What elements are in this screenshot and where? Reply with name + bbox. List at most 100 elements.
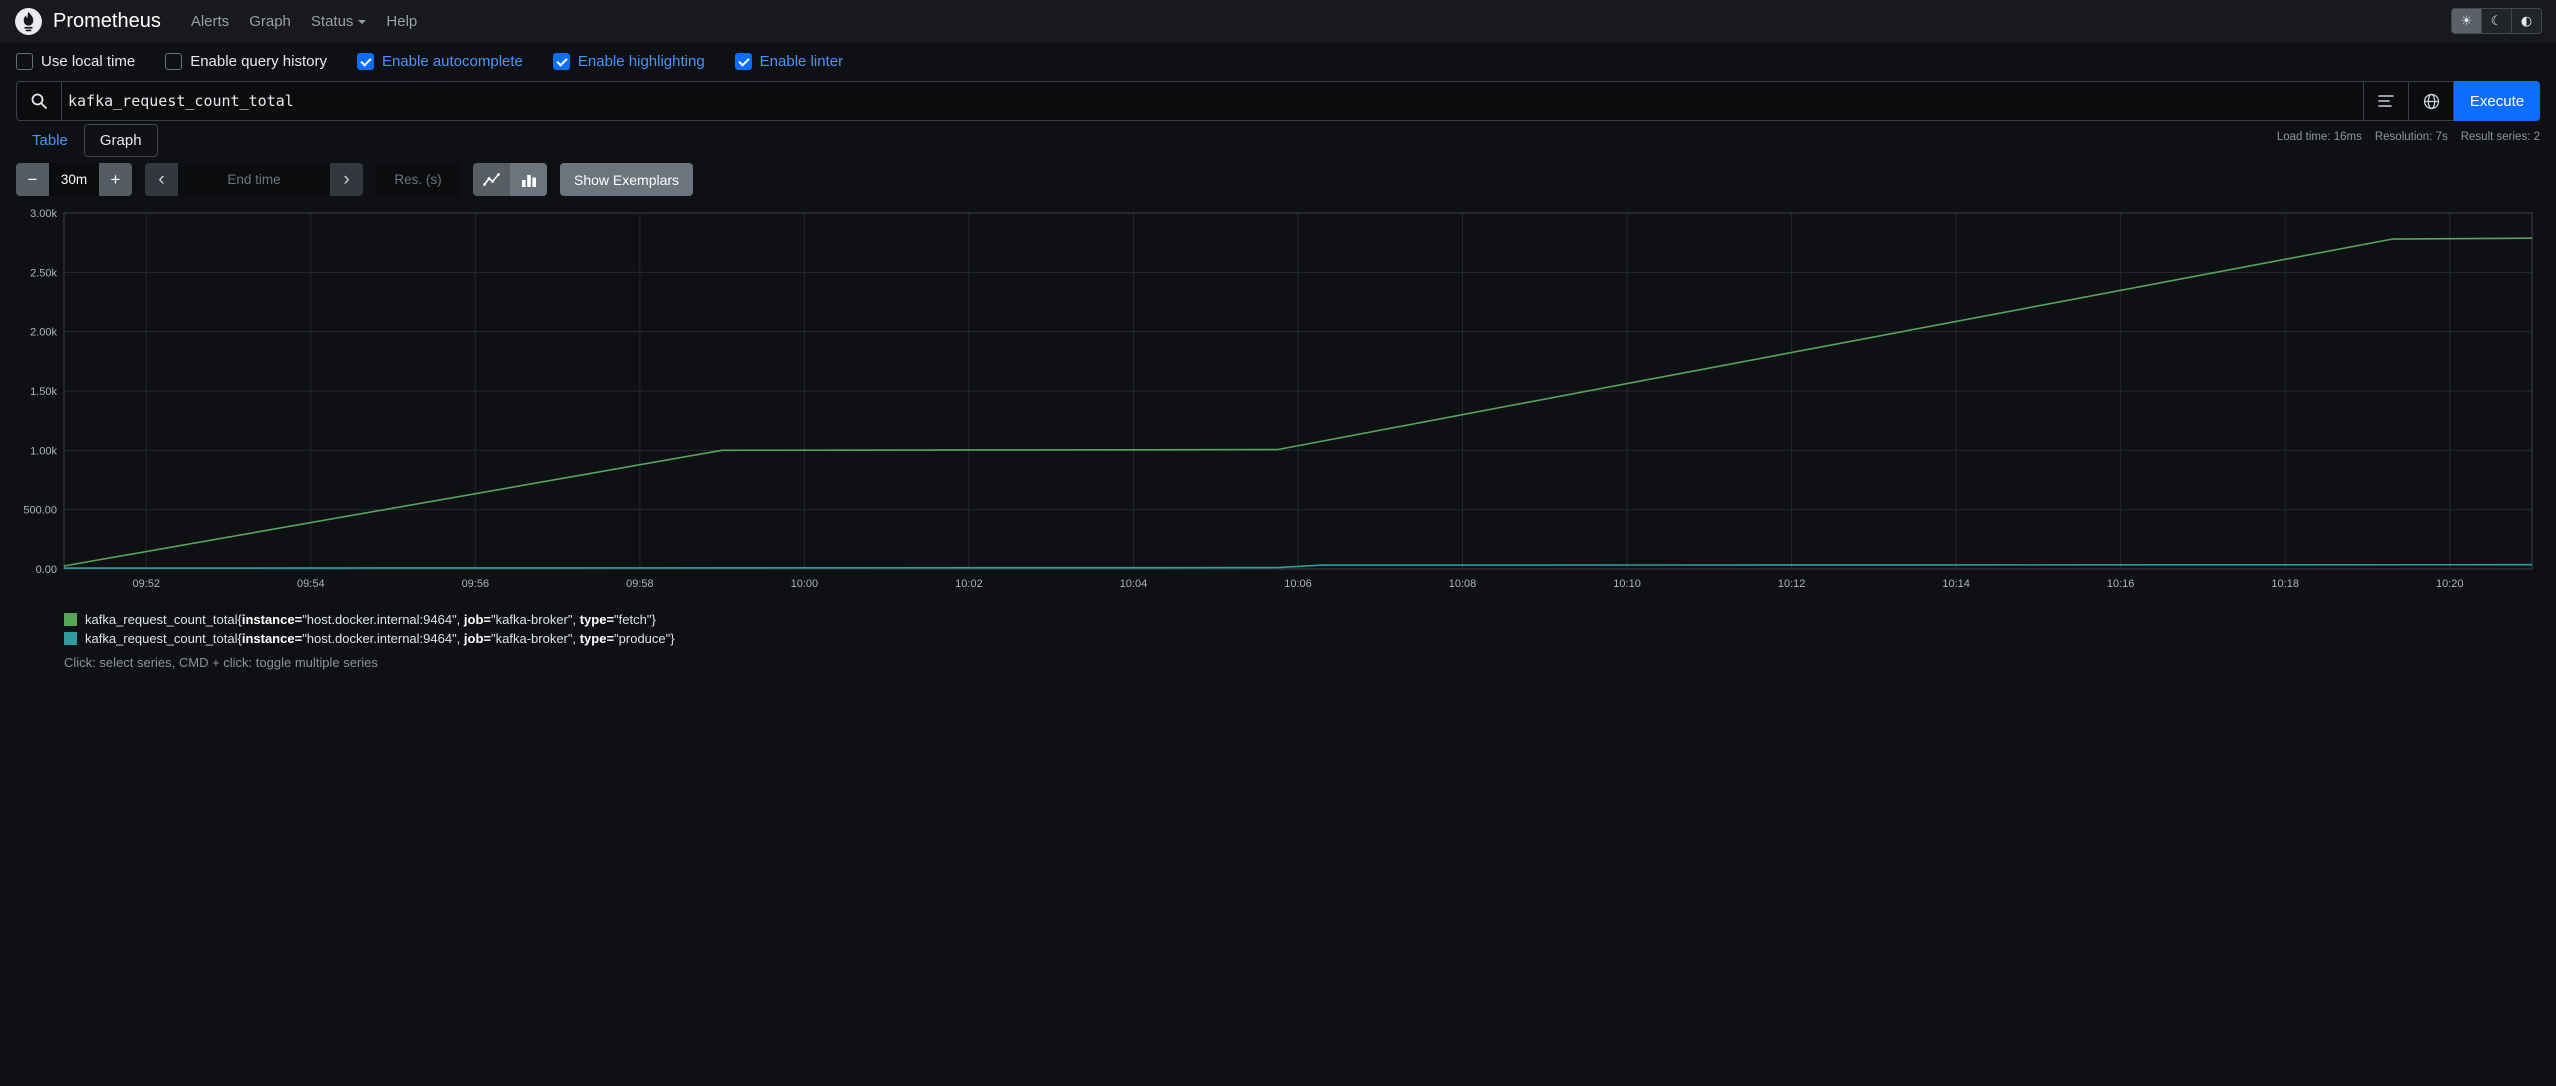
sun-icon: ☀ (2460, 13, 2473, 29)
graph-controls: − + ‹ › Show Exemplars (0, 157, 2556, 196)
y-tick-label: 2.50k (30, 267, 57, 279)
line-chart-icon (483, 173, 500, 186)
x-tick-label: 10:20 (2436, 578, 2464, 590)
navbar: Prometheus Alerts Graph Status Help ☀ ☾ ◐ (0, 0, 2556, 42)
line-graph-toggle[interactable] (473, 163, 510, 196)
checkbox-label: Use local time (41, 53, 136, 70)
checkbox-label: Enable highlighting (577, 53, 705, 70)
show-exemplars-button[interactable]: Show Exemplars (560, 163, 694, 196)
chart-area: 0.00 500.00 1.00k 1.50k 2.00k 2.50k 3.00k 09:52… (16, 205, 2540, 597)
graph-canvas[interactable]: 0.00 500.00 1.00k 1.50k 2.00k 2.50k 3.00k 09:52… (16, 205, 2540, 597)
increase-duration-button[interactable]: + (99, 163, 132, 196)
checkbox-box (165, 53, 183, 70)
decrease-duration-button[interactable]: − (16, 163, 49, 196)
nav-item-status[interactable]: Status (301, 7, 377, 36)
legend-swatch (64, 632, 77, 645)
checkbox-box (356, 53, 374, 70)
legend-hint: Click: select series, CMD + click: toggl… (64, 655, 378, 670)
metrics-explorer-button[interactable] (2409, 81, 2454, 121)
legend-swatch (64, 613, 77, 626)
checkbox-label: Enable autocomplete (381, 53, 523, 70)
plot-border (63, 212, 2533, 570)
theme-auto-button[interactable]: ◐ (2511, 8, 2542, 34)
series-label: kafka_request_count_total{instance="host… (85, 631, 675, 646)
search-icon (31, 93, 47, 109)
end-time-input[interactable] (178, 163, 330, 196)
query-bar: Execute (16, 81, 2540, 121)
plus-icon: + (110, 170, 121, 189)
x-tick-label: 10:00 (791, 578, 819, 590)
nav-item-alerts[interactable]: Alerts (190, 12, 230, 30)
y-tick-label: 500.00 (23, 505, 57, 517)
tabs-band: Table Graph Load time: 16ms Resolution: … (0, 121, 2556, 157)
checkbox-use-local-time[interactable]: Use local time (16, 53, 135, 70)
series-line (63, 237, 2533, 567)
duration-input[interactable] (49, 163, 99, 196)
x-tick-label: 10:18 (2271, 578, 2299, 590)
navbar-links: Alerts Graph Status Help (181, 7, 2451, 36)
x-tick-label: 10:06 (1284, 578, 1312, 590)
checkbox-label: Enable query history (190, 53, 327, 70)
resolution-stat: Resolution: 7s (2374, 131, 2448, 143)
load-time-stat: Load time: 16ms (2276, 131, 2362, 143)
tab-graph[interactable]: Graph (83, 124, 158, 157)
minus-icon: − (27, 170, 38, 189)
checkbox-enable-linter[interactable]: Enable linter (734, 53, 844, 70)
nav-item-help[interactable]: Help (386, 12, 418, 30)
graph-type-toggle (473, 163, 547, 196)
x-tick-label: 09:54 (297, 578, 325, 590)
legend-item[interactable]: kafka_request_count_total{instance="host… (64, 631, 2556, 646)
x-tick-label: 10:04 (1120, 578, 1148, 590)
checkbox-box (734, 53, 752, 70)
y-tick-label: 2.00k (30, 327, 57, 339)
resolution-input[interactable] (376, 163, 460, 196)
checkbox-enable-highlighting[interactable]: Enable highlighting (552, 53, 705, 70)
query-input[interactable] (61, 81, 2364, 121)
query-stats: Load time: 16ms Resolution: 7s Result se… (2277, 131, 2540, 143)
x-tick-label: 10:16 (2107, 578, 2135, 590)
forward-time-button[interactable]: › (330, 163, 363, 196)
nav-item-graph[interactable]: Graph (249, 12, 291, 30)
x-tick-label: 09:52 (133, 578, 161, 590)
legend-item[interactable]: kafka_request_count_total{instance="host… (64, 612, 2556, 627)
time-navigation: ‹ › (145, 163, 363, 196)
result-series-stat: Result series: 2 (2460, 131, 2540, 143)
x-tick-label: 10:08 (1449, 578, 1477, 590)
view-tabs: Table Graph (16, 124, 158, 157)
checkbox-enable-autocomplete[interactable]: Enable autocomplete (356, 53, 523, 70)
options-bar: Use local time Enable query history Enable… (0, 42, 2556, 79)
theme-toggle: ☀ ☾ ◐ (2451, 8, 2542, 34)
chevron-left-icon: ‹ (158, 169, 165, 190)
query-tree-button[interactable] (2364, 81, 2409, 121)
circle-half-icon: ◐ (2520, 13, 2533, 29)
list-icon (2378, 95, 2394, 107)
moon-icon: ☾ (2490, 13, 2503, 29)
checkbox-box (552, 53, 570, 70)
checkbox-box (16, 53, 33, 70)
globe-icon (2423, 93, 2439, 109)
execute-button[interactable]: Execute (2454, 81, 2540, 121)
checkbox-enable-query-history[interactable]: Enable query history (165, 53, 327, 70)
caret-down-icon (358, 19, 367, 24)
chevron-right-icon: › (343, 169, 350, 190)
brand[interactable]: Prometheus (14, 7, 161, 36)
prometheus-logo (15, 7, 42, 35)
tab-table[interactable]: Table (16, 124, 84, 157)
stacked-graph-toggle[interactable] (510, 163, 547, 196)
x-tick-label: 10:12 (1778, 578, 1806, 590)
theme-light-button[interactable]: ☀ (2451, 8, 2482, 34)
y-tick-label: 1.50k (30, 386, 57, 398)
series-label: kafka_request_count_total{instance="host… (85, 612, 656, 627)
back-time-button[interactable]: ‹ (145, 163, 178, 196)
y-tick-label: 0.00 (36, 564, 57, 576)
x-tick-label: 10:02 (955, 578, 983, 590)
y-tick-label: 3.00k (30, 208, 57, 220)
x-tick-label: 09:58 (626, 578, 654, 590)
x-tick-label: 10:10 (1613, 578, 1641, 590)
checkbox-label: Enable linter (759, 53, 844, 70)
series-line (63, 563, 2533, 569)
theme-dark-button[interactable]: ☾ (2481, 8, 2512, 34)
brand-title: Prometheus (53, 9, 161, 32)
duration-stepper: − + (16, 163, 132, 196)
search-addon (16, 81, 61, 121)
